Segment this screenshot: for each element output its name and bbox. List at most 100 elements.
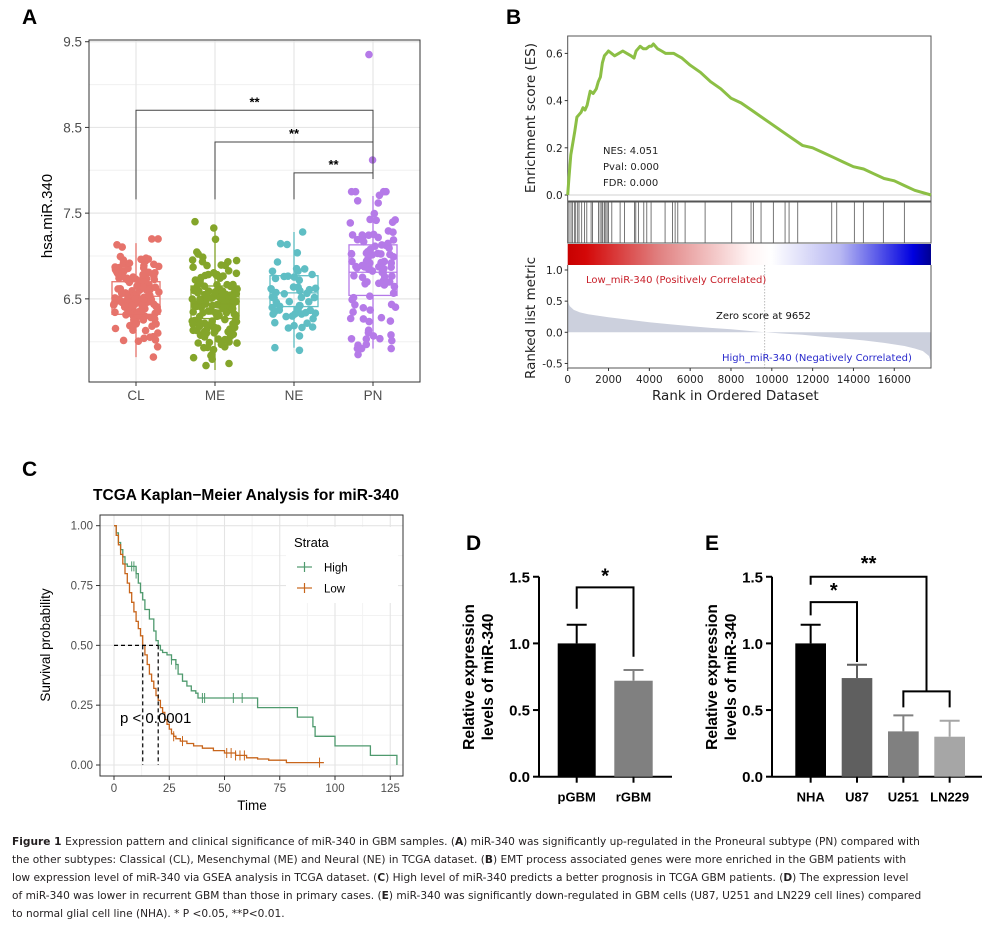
y-tick-label: 0.50 <box>71 640 93 652</box>
data-point <box>384 239 392 248</box>
data-point <box>193 248 201 256</box>
data-point <box>353 197 362 205</box>
significance-bracket <box>809 575 928 692</box>
x-tick-label: 2000 <box>595 374 622 386</box>
significance-label: ** <box>328 157 339 172</box>
data-point <box>207 351 215 360</box>
data-point <box>232 256 241 265</box>
x-tick-label: 50 <box>218 783 231 795</box>
x-tick-label: U251 <box>888 790 919 805</box>
data-point <box>111 263 119 271</box>
data-point <box>200 333 209 341</box>
y-axis-label-line: levels of miR-340 <box>480 614 497 741</box>
es-y-tick-label: 0.6 <box>546 48 563 60</box>
data-point <box>391 303 400 312</box>
data-point <box>389 236 398 244</box>
x-tick-label: 16000 <box>878 374 911 386</box>
data-point <box>140 261 148 270</box>
pval-annotation: Pval: 0.000 <box>603 162 659 173</box>
es-y-axis-label: Enrichment score (ES) <box>523 43 539 193</box>
caption-panel-ref: B <box>484 854 493 866</box>
data-point <box>366 215 374 224</box>
y-tick-label: 1.0 <box>742 636 763 653</box>
panel-label-b: B <box>506 6 521 29</box>
data-point <box>202 361 210 370</box>
data-point <box>348 257 356 266</box>
data-point <box>350 272 358 280</box>
y-axis-label-line: Relative expression <box>461 604 478 750</box>
y-tick-label: 1.5 <box>509 569 530 586</box>
data-point <box>371 242 379 250</box>
data-point <box>133 311 142 319</box>
data-point <box>125 259 134 268</box>
data-point <box>116 252 125 261</box>
nes-annotation: NES: 4.051 <box>603 146 658 157</box>
y-tick-label: 0.5 <box>509 703 530 720</box>
x-tick-label: 100 <box>325 783 344 795</box>
x-tick-label: 4000 <box>636 374 663 386</box>
data-point <box>224 267 233 275</box>
data-point <box>387 331 395 339</box>
bar-ln229 <box>934 736 965 777</box>
positive-correlation-label: Low_miR-340 (Positively Correlated) <box>586 275 766 286</box>
data-point <box>295 276 304 285</box>
data-point <box>362 340 371 349</box>
group-bracket <box>902 690 951 708</box>
panel-a-boxplot: 6.5 7.5 8.5 9.5 hsa.miR.340 ** ** ** CL ME NE PN <box>39 35 421 403</box>
box <box>348 244 398 297</box>
data-point <box>153 303 161 311</box>
y-tick-label: 0.00 <box>71 760 93 772</box>
x-tick-label: 75 <box>273 783 286 795</box>
data-point <box>308 270 316 279</box>
x-tick-label: CL <box>127 388 145 403</box>
data-point <box>271 343 279 352</box>
data-point <box>202 290 210 299</box>
x-tick-label: ME <box>205 388 225 403</box>
outlier-point <box>354 350 362 359</box>
data-point <box>372 216 381 225</box>
survival-curve-high <box>114 525 398 765</box>
x-tick-label: rGBM <box>616 790 651 805</box>
panel-b-gsea-plot: 0.0 0.2 0.4 0.6 NES: 4.051 Pval: 0.000 FDR: 0.… <box>523 35 932 404</box>
data-point <box>351 301 359 309</box>
data-point <box>346 219 355 227</box>
survival-curve-low <box>114 525 324 764</box>
data-point <box>305 298 313 306</box>
x-tick-label: 0 <box>111 783 117 795</box>
data-point <box>369 230 378 239</box>
p-value-annotation: p < 0.0001 <box>120 710 191 727</box>
data-point <box>194 339 202 347</box>
data-point <box>217 261 225 269</box>
data-point <box>365 317 373 326</box>
y-tick-label: 0.0 <box>742 769 763 786</box>
metric-y-tick-label: 0.5 <box>546 296 563 308</box>
data-point <box>205 338 214 347</box>
x-axis-label: Rank in Ordered Dataset <box>652 388 819 404</box>
data-point <box>285 297 294 306</box>
plot-frame <box>88 39 421 383</box>
data-point <box>188 256 197 264</box>
outlier-point <box>295 346 304 355</box>
figure-canvas: A B C D E 6.57.58.59.5hsa.miR.340******C… <box>22 6 982 813</box>
data-point <box>361 280 369 288</box>
data-point <box>359 315 368 323</box>
data-point <box>139 270 147 279</box>
data-point <box>296 301 304 310</box>
x-tick-label: PN <box>364 388 383 403</box>
data-point <box>148 235 156 243</box>
data-point <box>121 302 129 310</box>
y-axis-label: Survival probability <box>38 588 53 702</box>
x-axis-label: Time <box>237 798 267 813</box>
data-point <box>232 269 241 278</box>
caption-line: to normal glial cell line (NHA). * P <0.… <box>12 908 285 920</box>
data-point <box>119 260 128 268</box>
data-point <box>210 269 218 277</box>
data-point <box>276 239 285 248</box>
es-curve <box>566 42 932 197</box>
data-point <box>387 344 396 353</box>
data-point <box>150 315 159 323</box>
data-point <box>139 316 148 324</box>
data-point <box>154 262 163 271</box>
y-tick-label: 1.5 <box>742 569 763 586</box>
data-point <box>370 209 379 218</box>
